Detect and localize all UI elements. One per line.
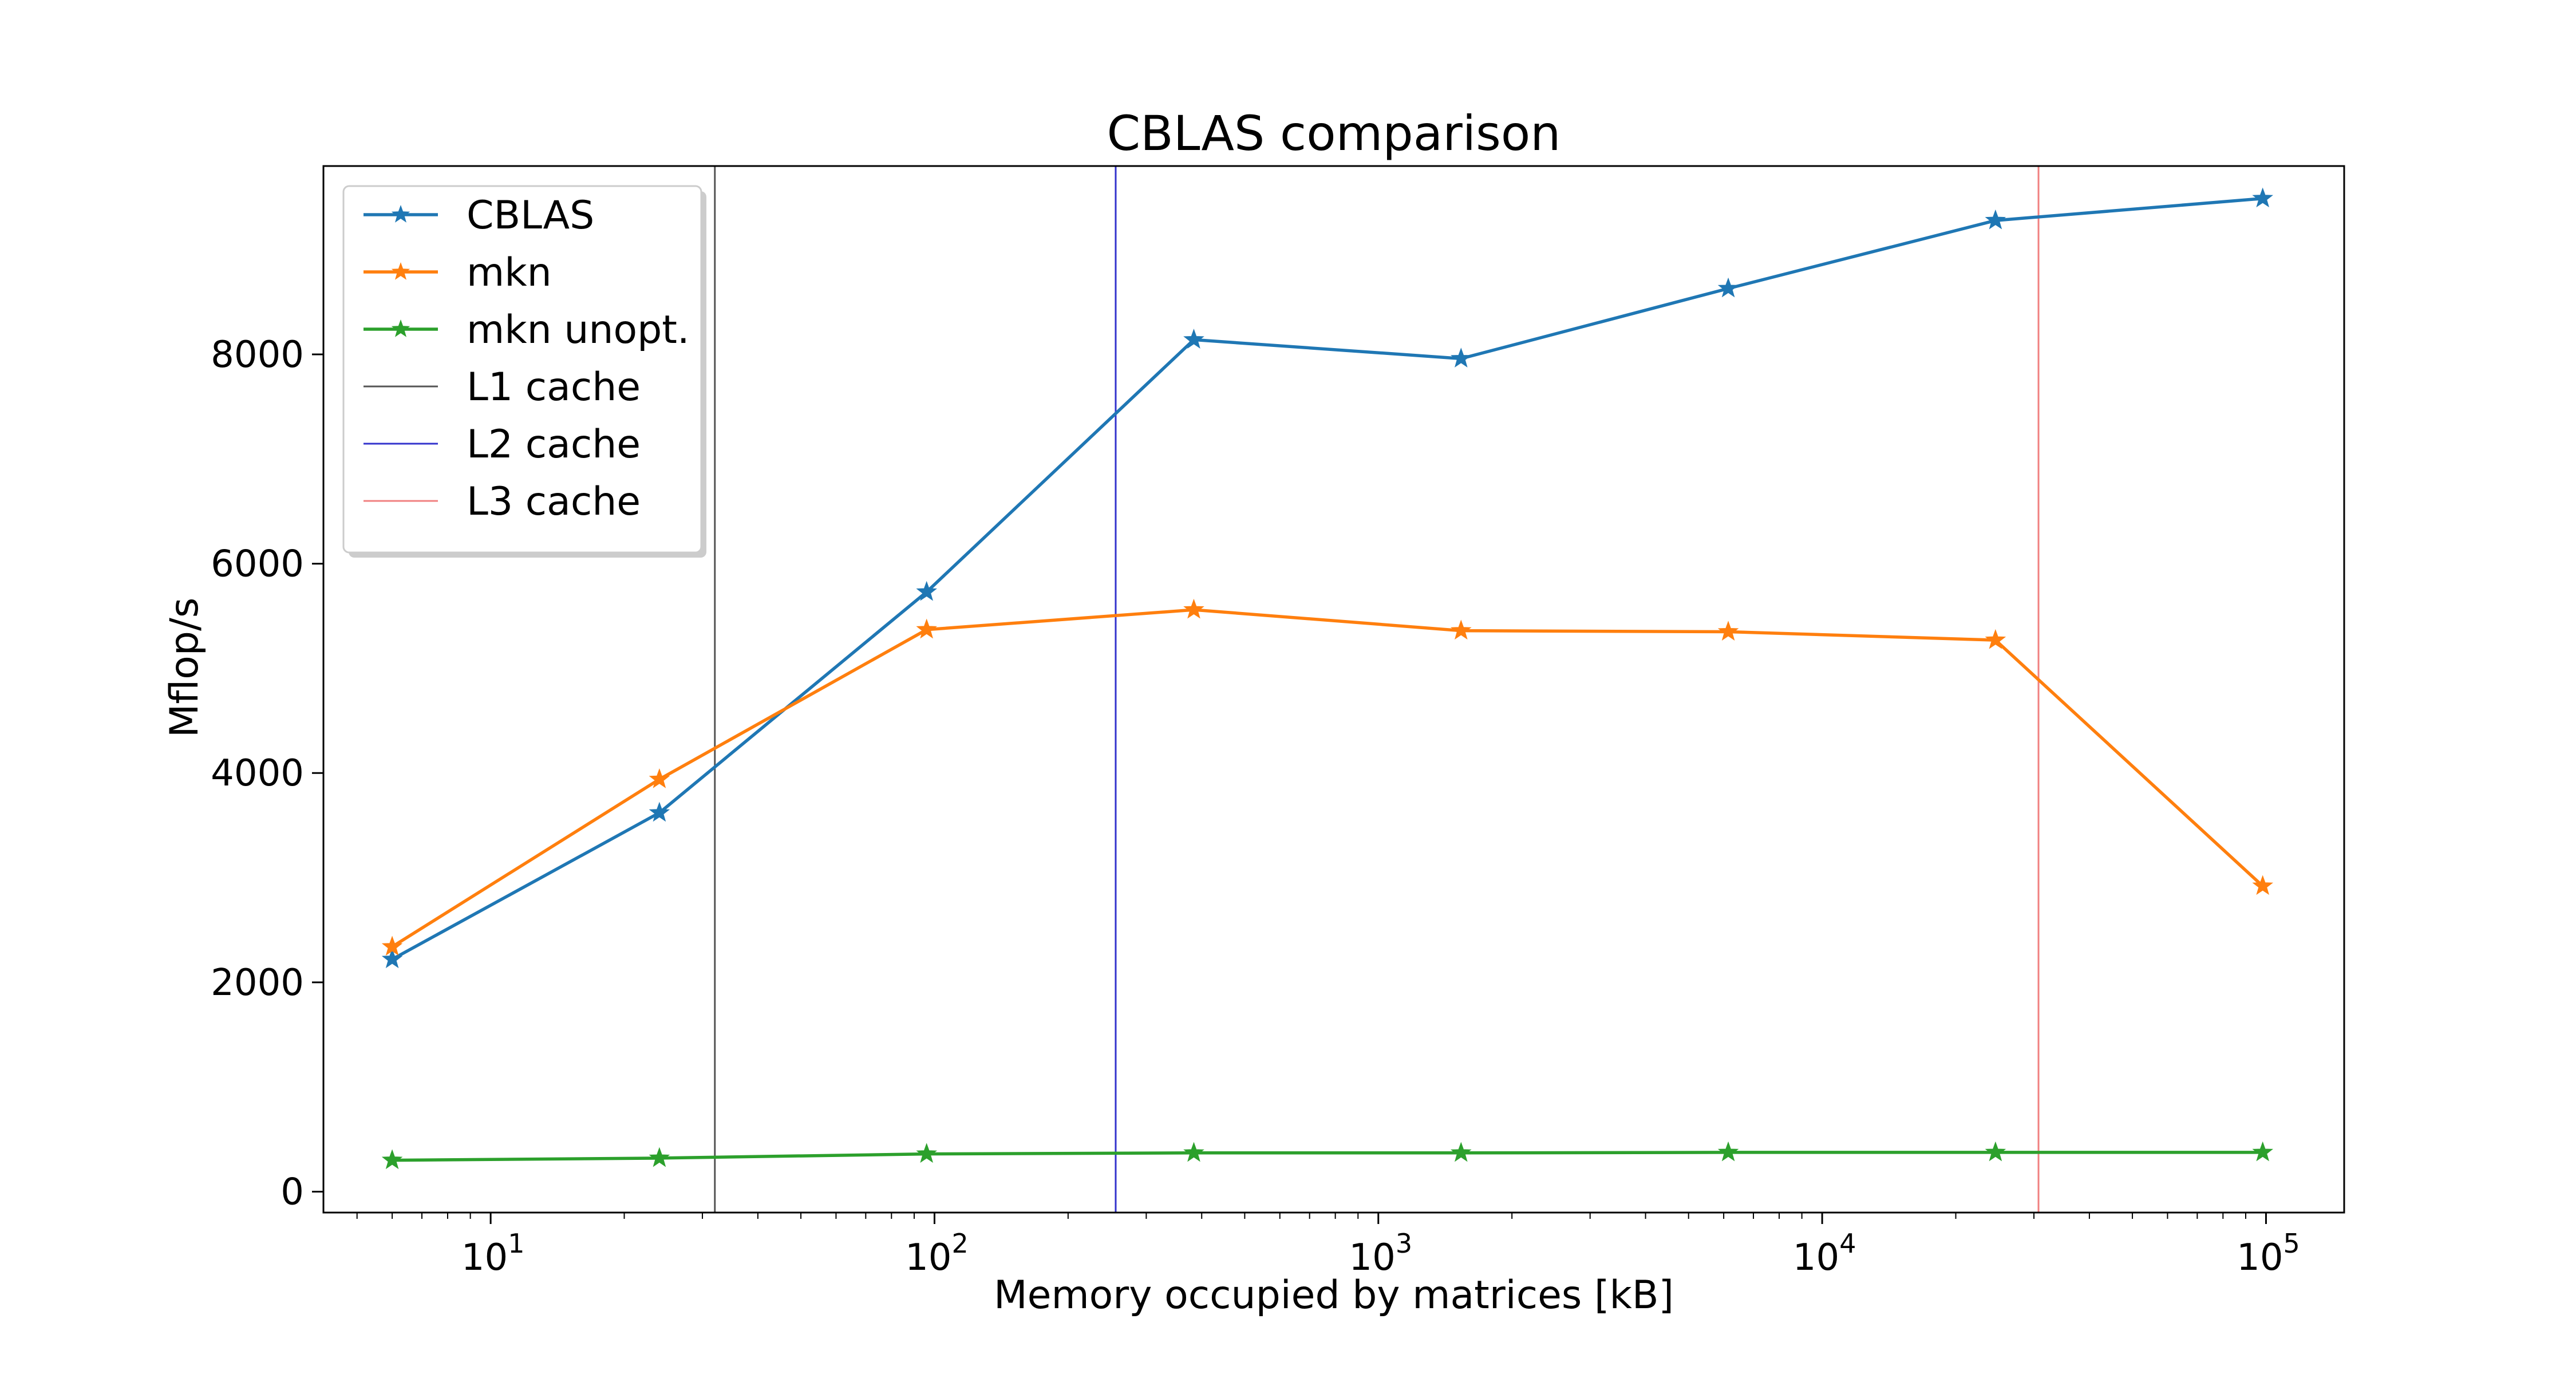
legend-label: L3 cache <box>467 479 641 524</box>
chart-title: CBLAS comparison <box>1107 105 1561 161</box>
series-line <box>392 1151 2263 1162</box>
data-point <box>381 948 403 969</box>
legend-entry: L2 cache <box>364 422 641 467</box>
x-tick-label: 102 <box>905 1228 969 1279</box>
data-point <box>1451 348 1472 368</box>
x-axis-label: Memory occupied by matrices [kB] <box>994 1273 1674 1318</box>
axes: 0 2000 4000 6000 8000 101 102 103 104 105 <box>211 165 2345 1279</box>
data-point <box>649 768 670 788</box>
data-point <box>1717 1141 1739 1162</box>
data-point <box>1717 277 1739 298</box>
legend-marker <box>391 319 410 337</box>
plot-frame <box>322 165 2345 1214</box>
series-line <box>391 196 2263 961</box>
legend-entry: CBLAS <box>364 193 594 238</box>
legend-label: mkn <box>467 250 552 295</box>
data-point <box>649 802 670 822</box>
legend-label: L2 cache <box>467 422 641 467</box>
series-mkn <box>381 598 2273 956</box>
data-point <box>381 935 403 956</box>
y-tick-label: 6000 <box>211 543 304 586</box>
legend-label: L1 cache <box>467 365 641 410</box>
y-tick-label: 4000 <box>211 752 304 795</box>
legend-box <box>342 185 702 554</box>
data-point <box>2252 187 2273 208</box>
cache-lines <box>714 166 2040 1213</box>
series-line <box>391 608 2264 949</box>
x-tick-label: 101 <box>461 1228 525 1279</box>
legend-label: mkn unopt. <box>467 307 690 353</box>
legend-marker <box>391 205 410 223</box>
data-point <box>1717 621 1739 641</box>
data-point <box>1183 329 1204 349</box>
y-tick-label: 0 <box>280 1171 304 1213</box>
data-point <box>916 618 937 639</box>
data-point <box>1451 619 1472 640</box>
data-point <box>381 1149 403 1170</box>
data-point <box>1451 1142 1472 1162</box>
legend-marker <box>391 262 410 280</box>
legend: CBLAS mkn mkn unopt. L1 cache L2 cache L3 cac… <box>342 185 706 558</box>
data-point <box>2252 1141 2273 1162</box>
y-tick-label: 8000 <box>211 334 304 376</box>
data-point <box>1985 629 2006 649</box>
data-point <box>649 1147 670 1167</box>
data-point <box>916 1143 937 1163</box>
data-point <box>2252 875 2273 895</box>
series-mkn-unopt- <box>381 1141 2273 1170</box>
data-point <box>1183 598 1204 619</box>
data-point <box>1985 1141 2006 1162</box>
legend-entry: mkn <box>364 250 552 295</box>
legend-entry: L3 cache <box>364 479 641 524</box>
series-lines <box>381 187 2273 1170</box>
x-tick-label: 105 <box>2237 1228 2300 1279</box>
data-point <box>1985 209 2006 230</box>
legend-label: CBLAS <box>467 193 594 238</box>
x-tick-label: 103 <box>1349 1228 1412 1279</box>
y-axis-label: Mflop/s <box>162 598 207 738</box>
data-point <box>916 581 937 601</box>
legend-entry: L1 cache <box>364 365 641 410</box>
x-tick-label: 104 <box>1793 1228 1856 1279</box>
data-point <box>1183 1142 1204 1162</box>
y-tick-label: 2000 <box>211 962 304 1004</box>
series-cblas <box>381 187 2273 969</box>
legend-entry: mkn unopt. <box>364 307 690 353</box>
